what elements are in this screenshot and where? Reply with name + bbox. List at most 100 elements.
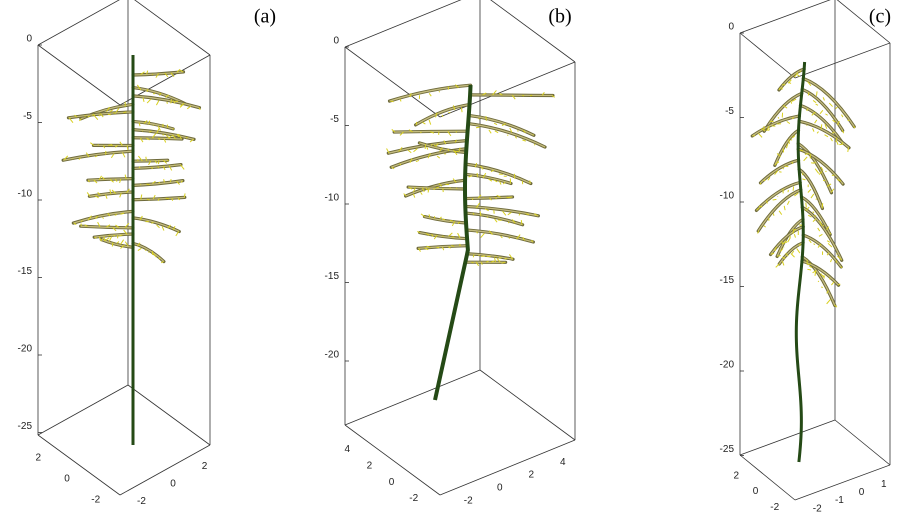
root-hair (109, 189, 112, 195)
root-hair (120, 244, 125, 249)
root-hair (805, 202, 807, 208)
root-hair (826, 298, 831, 305)
root-hair (837, 179, 842, 182)
axis-tick-label: -2 (91, 495, 100, 506)
root-hair (775, 263, 780, 268)
root-hair (114, 214, 118, 216)
root-hair (476, 172, 479, 177)
axis-tick-label: 0 (497, 483, 503, 494)
z-tick-label: -15 (720, 275, 735, 286)
root-hair (115, 224, 120, 228)
root-hair (137, 247, 142, 251)
root-hair (808, 239, 812, 244)
root-hair (821, 286, 823, 289)
root-hair (143, 120, 148, 124)
root-hair (826, 240, 831, 243)
root-branch-highlight (89, 191, 134, 197)
root-hair (105, 194, 108, 199)
root-hair (508, 237, 511, 239)
root-hair (435, 143, 439, 146)
root-branch-highlight (465, 173, 512, 185)
root-hair (774, 246, 777, 252)
root-branch-highlight (774, 129, 799, 166)
root-hair (99, 113, 104, 118)
root-hair (85, 152, 90, 158)
root-hair (777, 116, 780, 119)
root-hair (122, 152, 126, 158)
root-hair (449, 187, 451, 189)
root-hair (162, 159, 168, 164)
root-hair (778, 87, 781, 91)
root-hair (114, 145, 118, 148)
root-hair (482, 92, 487, 96)
root-hair (186, 105, 192, 110)
root-hair (157, 137, 161, 140)
root-hair (774, 161, 779, 166)
root-hair (167, 224, 171, 229)
root-hair (415, 159, 420, 163)
root-hair (831, 281, 835, 286)
z-tick-label: 0 (333, 36, 339, 47)
root-hair (168, 135, 172, 139)
root-hair (399, 163, 402, 166)
root-hair (529, 180, 531, 184)
root-hair (804, 152, 809, 155)
root-hair (146, 183, 150, 186)
z-tick-label: -5 (330, 114, 339, 125)
root-hair (94, 236, 97, 239)
root-branch-highlight (760, 159, 799, 184)
root-hair (812, 128, 815, 132)
root-hair (507, 221, 510, 224)
root-hair (818, 171, 823, 175)
root-hair (170, 99, 173, 104)
root-hair (791, 161, 794, 164)
root-hair (86, 192, 91, 197)
main-root (794, 61, 807, 463)
root-hair (170, 72, 175, 78)
root-hair (793, 234, 796, 238)
root-hair (772, 213, 775, 216)
root-hair (180, 104, 183, 106)
root-hair (763, 179, 766, 182)
root-hair (840, 266, 843, 269)
root-hair (163, 179, 165, 183)
root-hair (814, 214, 817, 217)
root-hair (158, 181, 161, 184)
root-hair (163, 138, 167, 143)
box-edge (134, 0, 211, 56)
root-hair (511, 219, 516, 224)
root-hair (94, 195, 99, 199)
root-hair (776, 153, 782, 157)
root-hair (87, 215, 92, 221)
root-branch-highlight (801, 260, 839, 286)
root-hair (110, 153, 115, 159)
root-hair (807, 81, 812, 87)
root-hair (108, 144, 113, 146)
root-hair (815, 198, 817, 200)
root-hair (114, 178, 118, 182)
root-hair (458, 147, 461, 152)
root-hair (782, 256, 786, 260)
root-hair (770, 252, 775, 255)
main-root (433, 84, 473, 401)
root-hair (189, 138, 194, 143)
root-hair (817, 280, 820, 283)
root-hair (169, 179, 172, 182)
root-hair (819, 220, 823, 226)
root-hair (449, 220, 454, 222)
axis-tick-label: 4 (344, 444, 350, 455)
root-hair (108, 236, 113, 242)
root-hair (151, 133, 157, 139)
root-hair (74, 114, 78, 118)
root-hair (541, 92, 545, 96)
root-hair (105, 237, 110, 241)
root-hair (124, 241, 129, 247)
root-hair (426, 245, 431, 249)
root-hair (160, 260, 164, 264)
root-hair (853, 125, 856, 129)
root-hair (146, 137, 150, 141)
axis-tick-label: 0 (859, 487, 865, 498)
axis-tick-label: 2 (733, 470, 739, 481)
root-hair (492, 90, 497, 96)
root-hair (73, 222, 77, 225)
